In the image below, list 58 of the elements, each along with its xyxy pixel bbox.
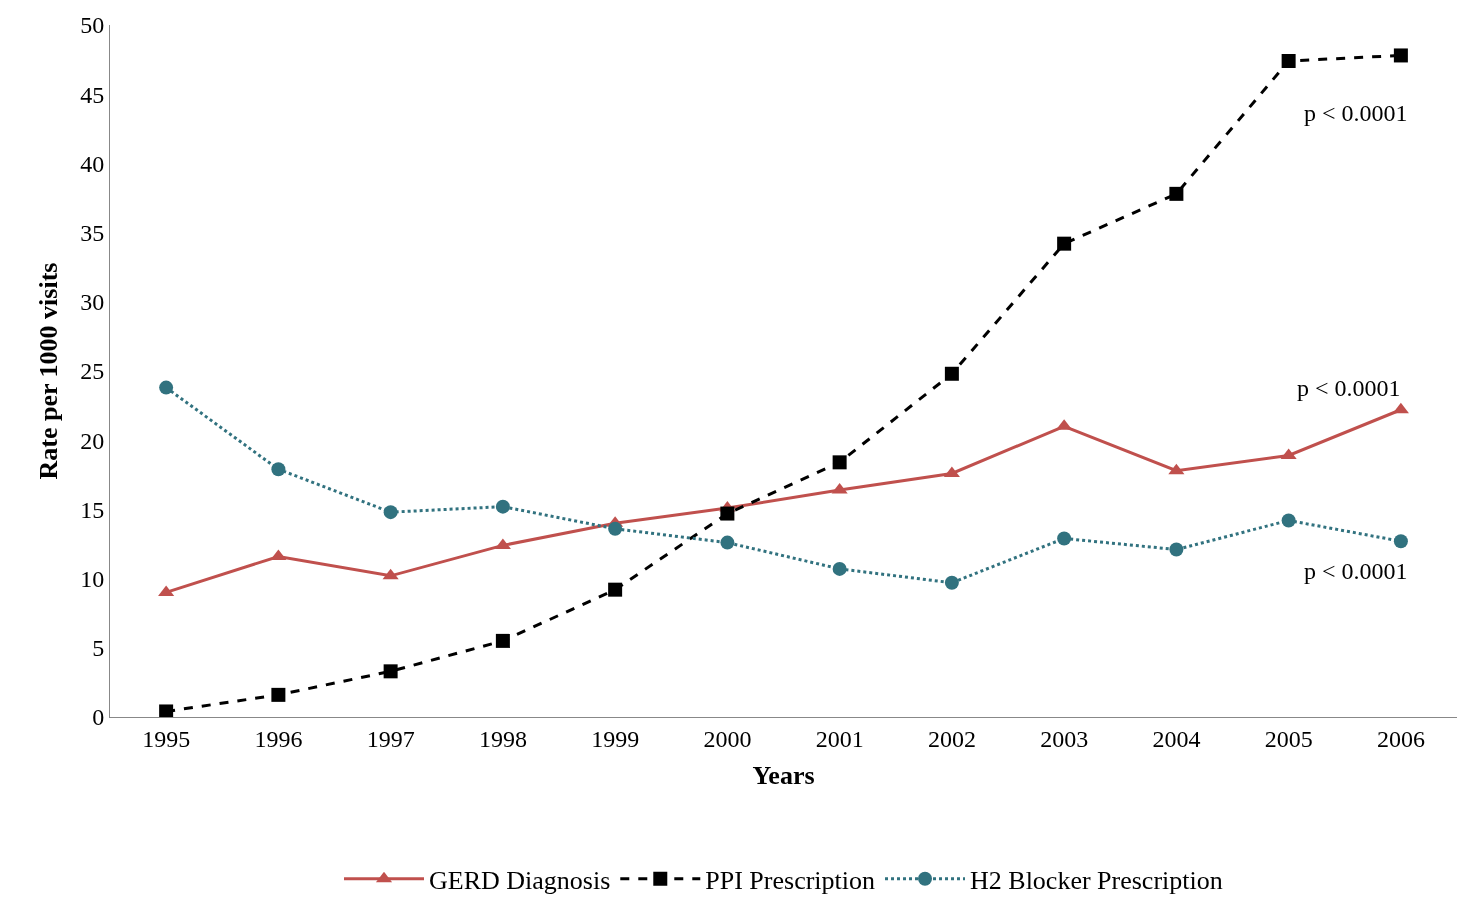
point	[832, 561, 847, 576]
point	[1393, 534, 1408, 549]
point	[944, 575, 959, 590]
y-tick-label: 10	[80, 566, 105, 592]
point	[944, 366, 959, 381]
point	[383, 505, 398, 520]
annotation: p < 0.0001	[1304, 558, 1408, 584]
x-tick-label: 2003	[1040, 725, 1089, 752]
legend-label: PPI Prescription	[705, 865, 876, 895]
y-tick-label: 5	[92, 635, 105, 662]
x-tick-label: 2005	[1264, 725, 1313, 752]
annotation: p < 0.0001	[1304, 100, 1408, 126]
x-tick-label: 2000	[703, 725, 752, 752]
y-tick-label: 25	[80, 358, 105, 385]
point	[720, 535, 735, 550]
point	[1057, 531, 1072, 546]
y-tick-label: 20	[80, 427, 105, 454]
point	[271, 462, 286, 477]
x-tick-label: 1996	[254, 725, 303, 752]
point	[1169, 542, 1184, 557]
x-tick-label: 2002	[927, 725, 976, 752]
point	[383, 664, 398, 679]
point	[271, 687, 286, 702]
y-axis-title: Rate per 1000 visits	[33, 262, 63, 480]
y-tick-label: 45	[80, 81, 105, 108]
point	[1281, 513, 1296, 528]
x-tick-label: 2004	[1152, 725, 1201, 752]
legend-label: GERD Diagnosis	[429, 865, 611, 895]
x-axis-title: Years	[752, 761, 815, 791]
x-tick-label: 2006	[1376, 725, 1425, 752]
point	[1392, 402, 1409, 414]
point	[1281, 53, 1296, 68]
point	[608, 582, 623, 597]
y-tick-label: 50	[80, 12, 105, 39]
point	[1169, 186, 1184, 201]
point	[1057, 236, 1072, 251]
x-tick-label: 2001	[815, 725, 864, 752]
point	[382, 568, 399, 580]
y-tick-label: 15	[80, 496, 105, 523]
x-tick-label: 1999	[591, 725, 640, 752]
y-tick-label: 0	[92, 704, 105, 731]
point	[608, 521, 623, 536]
point	[159, 380, 174, 395]
x-tick-label: 1998	[478, 725, 527, 752]
point	[159, 704, 174, 717]
point	[1168, 463, 1185, 475]
y-tick-label: 30	[80, 289, 105, 316]
y-tick-label: 35	[80, 220, 105, 246]
point	[1393, 48, 1408, 63]
x-tick-label: 1997	[366, 725, 415, 752]
point	[495, 499, 510, 514]
annotation: p < 0.0001	[1297, 375, 1401, 401]
y-tick-label: 40	[80, 150, 105, 177]
legend-label: H2 Blocker Prescription	[970, 865, 1223, 895]
point	[495, 633, 510, 648]
point	[832, 455, 847, 470]
x-tick-label: 1995	[142, 725, 191, 752]
point	[720, 506, 735, 521]
